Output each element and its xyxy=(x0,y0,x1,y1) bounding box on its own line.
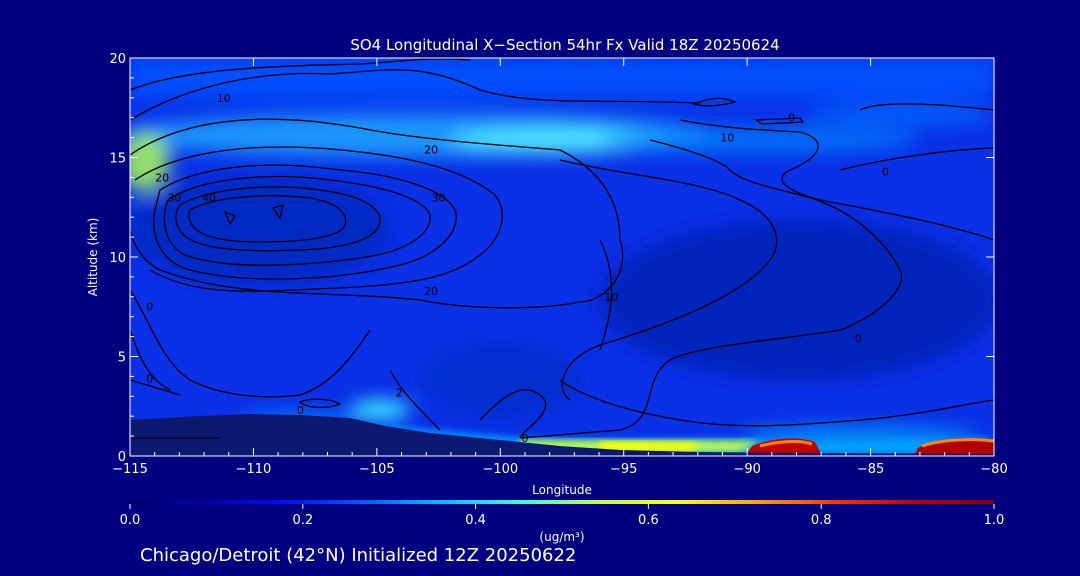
contour-label: 0 xyxy=(855,333,862,346)
contour-label: 20 xyxy=(424,285,438,298)
x-tick-label: −85 xyxy=(857,462,884,477)
contour-label: 0 xyxy=(788,112,795,125)
contour-label: 10 xyxy=(720,132,734,145)
contour-lines xyxy=(130,58,994,439)
terrain xyxy=(130,414,994,456)
colorbar-tick-label: 0.4 xyxy=(465,513,486,528)
colorbar-tick-label: 0.8 xyxy=(811,513,832,528)
x-tick-label: −110 xyxy=(236,462,272,477)
contour-label: 10 xyxy=(217,92,231,105)
x-tick-label: −115 xyxy=(112,462,148,477)
contour-label: 2 xyxy=(396,386,403,399)
y-tick-label: 0 xyxy=(118,450,126,465)
contour-label: 30 xyxy=(432,191,446,204)
field-shading xyxy=(130,58,994,442)
x-tick-label: −95 xyxy=(610,462,637,477)
colorbar-ticks: 0.0 0.2 0.4 0.6 0.8 1.0 xyxy=(120,504,1005,528)
y-tick-label: 15 xyxy=(109,152,126,167)
colorbar-tick-label: 0.0 xyxy=(120,513,141,528)
contour-label: 0 xyxy=(882,165,889,178)
contour-label: 0 xyxy=(146,301,153,314)
contour-label: 10 xyxy=(604,291,618,304)
x-axis: −115 −110 −105 −100 −95 −90 −85 −80 xyxy=(112,58,1008,477)
contour-label: 20 xyxy=(155,171,169,184)
contour-label: 0 xyxy=(521,432,528,445)
x-axis-label: Longitude xyxy=(532,483,592,497)
colorbar-unit-label: (ug/m³) xyxy=(539,530,584,544)
contour-label: 30 xyxy=(167,191,181,204)
contour-label: 0 xyxy=(297,404,304,417)
colorbar-tick-label: 0.2 xyxy=(292,513,313,528)
y-tick-label: 20 xyxy=(109,52,126,67)
chart-title: SO4 Longitudinal X−Section 54hr Fx Valid… xyxy=(350,36,779,54)
x-tick-label: −105 xyxy=(359,462,395,477)
y-axis-label: Altitude (km) xyxy=(86,218,100,297)
colorbar xyxy=(130,500,994,504)
x-tick-label: −90 xyxy=(733,462,760,477)
y-tick-label: 10 xyxy=(109,251,126,266)
y-tick-label: 5 xyxy=(118,351,126,366)
contour-label: 40 xyxy=(202,191,216,204)
contour-label: 20 xyxy=(424,144,438,157)
contour-label: 0 xyxy=(146,372,153,385)
colorbar-tick-label: 0.6 xyxy=(638,513,659,528)
x-tick-label: −100 xyxy=(482,462,518,477)
footer-caption: Chicago/Detroit (42°N) Initialized 12Z 2… xyxy=(140,545,576,566)
colorbar-tick-label: 1.0 xyxy=(984,513,1005,528)
x-tick-label: −80 xyxy=(980,462,1007,477)
